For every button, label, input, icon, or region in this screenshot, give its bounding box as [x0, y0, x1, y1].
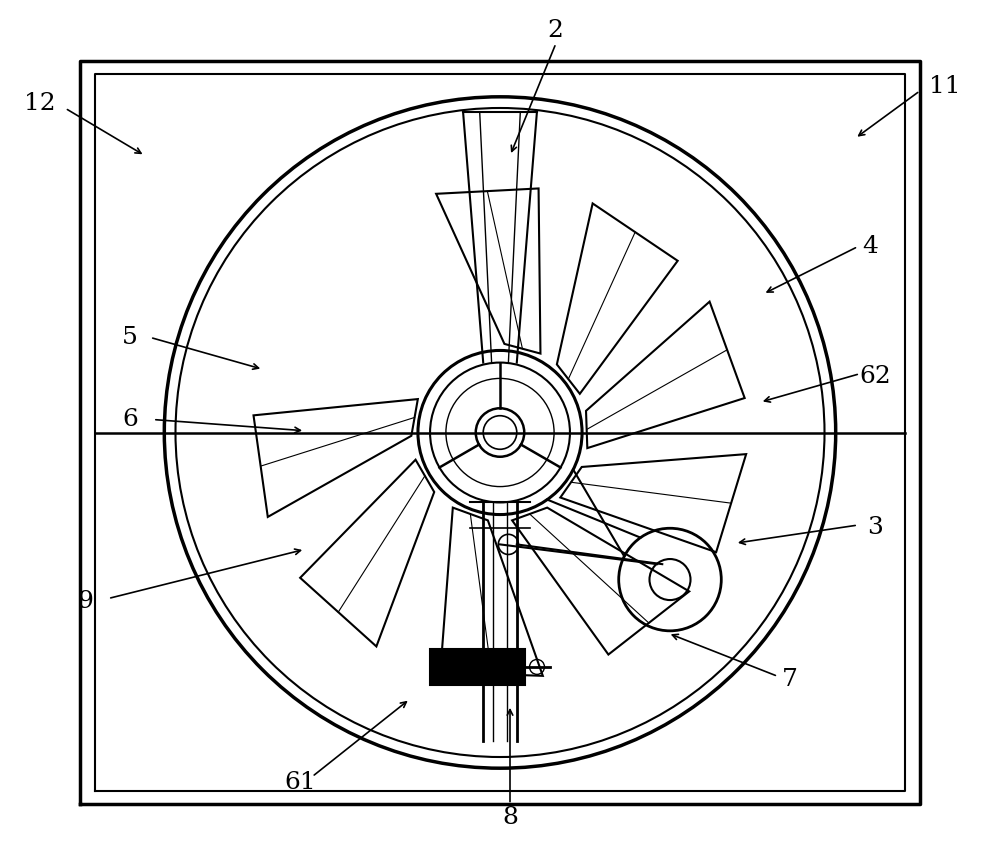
Text: 6: 6 [122, 408, 138, 431]
Text: 4: 4 [862, 235, 878, 258]
Text: 62: 62 [859, 365, 891, 388]
Text: 5: 5 [122, 326, 138, 349]
Text: 61: 61 [284, 772, 316, 794]
Text: 8: 8 [502, 806, 518, 829]
Text: 11: 11 [929, 75, 961, 98]
Text: 9: 9 [77, 590, 93, 612]
Text: 2: 2 [547, 19, 563, 42]
Polygon shape [430, 649, 525, 685]
Text: 12: 12 [24, 93, 56, 115]
Text: 3: 3 [867, 516, 883, 539]
Text: 7: 7 [782, 668, 798, 690]
